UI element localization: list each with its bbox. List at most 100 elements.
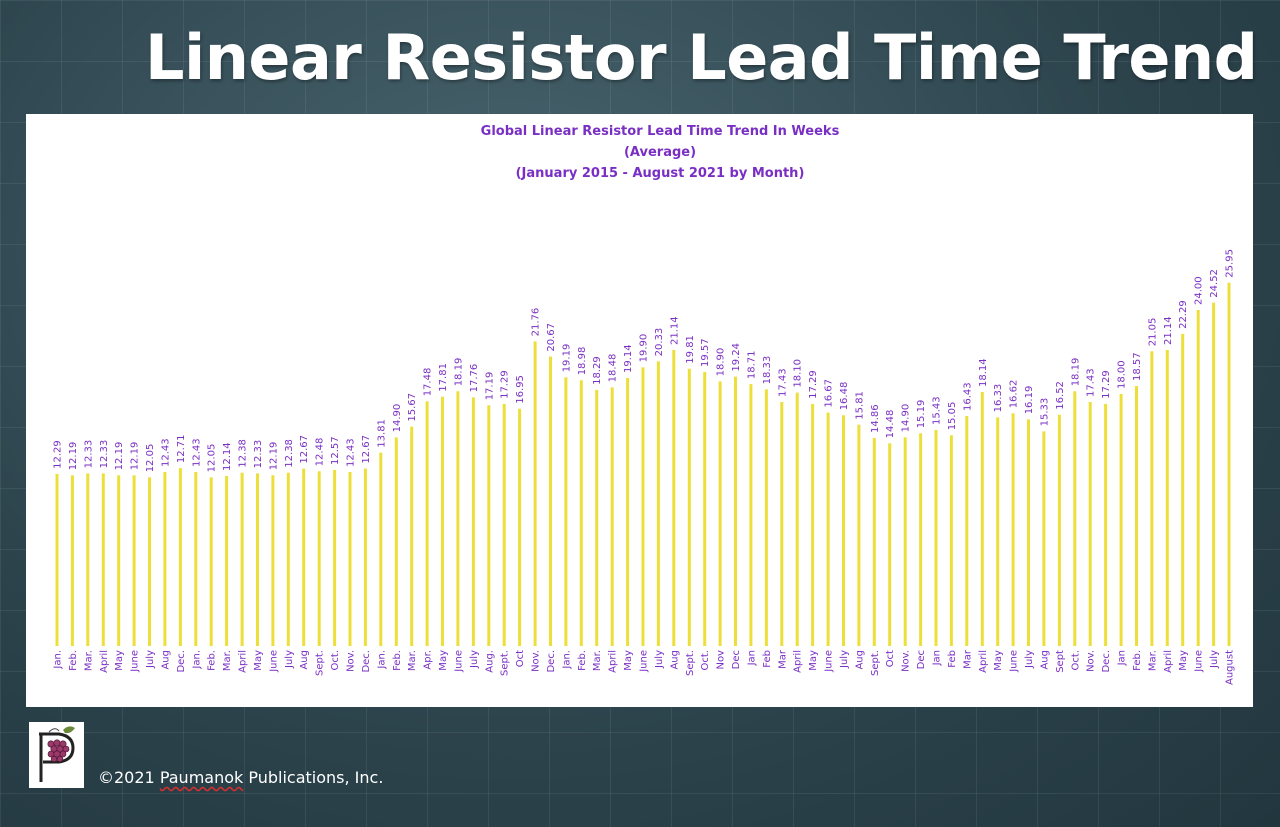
value-label-65: 16.52 [1055, 381, 1066, 410]
bar-43 [718, 381, 722, 646]
copyright-suffix: Publications, Inc. [243, 768, 384, 787]
category-label-53: Sept. [870, 650, 881, 676]
bar-13 [256, 473, 259, 646]
value-label-36: 18.48 [608, 354, 619, 383]
bar-45 [749, 384, 753, 646]
category-label-3: April [99, 650, 110, 673]
bar-70 [1135, 386, 1138, 646]
bar-35 [595, 389, 599, 646]
value-label-44: 19.24 [731, 343, 742, 372]
bar-0 [55, 473, 59, 646]
value-label-14: 12.19 [268, 442, 279, 471]
bar-55 [903, 437, 907, 646]
bar-42 [703, 372, 707, 646]
value-label-9: 12.43 [191, 438, 202, 467]
value-label-39: 20.33 [654, 328, 665, 357]
value-label-62: 16.62 [1009, 380, 1020, 409]
value-label-57: 15.43 [932, 396, 943, 425]
category-label-11: Mar. [222, 650, 233, 671]
category-label-5: June [130, 650, 141, 673]
category-label-33: Jan. [561, 650, 572, 670]
bar-37 [626, 378, 630, 646]
category-label-35: Mar. [592, 650, 603, 671]
value-label-69: 18.00 [1117, 360, 1128, 389]
value-label-43: 18.90 [716, 348, 727, 377]
publisher-logo [29, 722, 84, 788]
value-label-6: 12.05 [145, 444, 156, 473]
value-label-47: 17.43 [777, 368, 788, 397]
chart-subtitle: (Average) [624, 145, 696, 160]
bar-22 [394, 437, 398, 646]
value-label-12: 12.38 [238, 439, 249, 468]
bar-74 [1196, 310, 1200, 646]
category-label-38: June [639, 650, 650, 673]
value-label-0: 12.29 [53, 440, 64, 469]
category-label-8: Dec. [176, 650, 187, 673]
bar-32 [549, 356, 552, 646]
bar-15 [286, 472, 290, 646]
bar-64 [1042, 431, 1046, 646]
value-label-71: 21.05 [1147, 318, 1158, 347]
category-label-24: Apr. [423, 650, 434, 670]
bar-33 [564, 377, 568, 646]
category-label-42: Oct. [700, 650, 711, 670]
value-label-67: 17.43 [1086, 368, 1097, 397]
chart-date-range: (January 2015 - August 2021 by Month) [516, 166, 805, 181]
value-label-24: 17.48 [423, 368, 434, 397]
bar-5 [132, 475, 136, 646]
value-label-23: 15.67 [407, 393, 418, 422]
bar-1 [70, 475, 74, 646]
category-label-71: Mar. [1147, 650, 1158, 671]
value-label-19: 12.43 [346, 438, 357, 467]
value-label-48: 18.10 [793, 359, 804, 388]
category-label-28: Aug. [484, 650, 495, 673]
category-label-55: Nov. [901, 650, 912, 672]
category-label-9: Jan. [191, 650, 202, 670]
chart-title: Global Linear Resistor Lead Time Trend I… [481, 124, 840, 139]
category-label-13: May [253, 650, 264, 671]
category-label-30: Oct [515, 650, 526, 667]
value-label-59: 16.43 [962, 382, 973, 411]
bar-72 [1165, 350, 1169, 646]
category-label-14: June [268, 650, 279, 673]
value-label-53: 14.86 [870, 404, 881, 433]
category-label-66: Oct. [1070, 650, 1081, 670]
bar-44 [734, 376, 737, 646]
bar-16 [302, 468, 306, 646]
bar-58 [949, 435, 953, 646]
bar-63 [1027, 419, 1030, 646]
bar-75 [1212, 302, 1216, 646]
value-label-64: 15.33 [1039, 398, 1050, 427]
value-label-40: 21.14 [669, 316, 680, 345]
value-label-42: 19.57 [700, 338, 711, 367]
category-label-58: Feb [947, 650, 958, 668]
category-label-31: Nov. [531, 650, 542, 672]
chart-svg: Global Linear Resistor Lead Time Trend I… [53, 124, 1236, 685]
category-label-10: Feb. [207, 650, 218, 671]
category-label-12: April [238, 650, 249, 673]
bar-17 [317, 471, 321, 646]
value-label-31: 21.76 [531, 308, 542, 337]
bar-14 [271, 475, 275, 646]
category-label-70: Feb. [1132, 650, 1143, 671]
bar-25 [441, 396, 444, 646]
bar-29 [502, 403, 506, 646]
value-label-30: 16.95 [515, 375, 526, 404]
bar-4 [117, 475, 121, 646]
bar-12 [240, 472, 244, 646]
category-label-29: Sept. [500, 650, 511, 676]
category-label-39: July [654, 650, 665, 669]
value-label-54: 14.48 [885, 410, 896, 439]
value-label-34: 18.98 [577, 347, 588, 376]
bars-layer [55, 282, 1231, 646]
bar-21 [379, 452, 383, 646]
category-label-34: Feb. [577, 650, 588, 671]
bar-26 [456, 391, 460, 646]
category-label-45: Jan [746, 650, 757, 666]
value-label-46: 18.33 [762, 356, 773, 385]
category-label-56: Dec [916, 650, 927, 669]
value-label-16: 12.67 [299, 435, 310, 464]
bar-19 [348, 472, 352, 646]
bar-34 [579, 380, 583, 646]
category-label-76: August [1225, 650, 1236, 685]
